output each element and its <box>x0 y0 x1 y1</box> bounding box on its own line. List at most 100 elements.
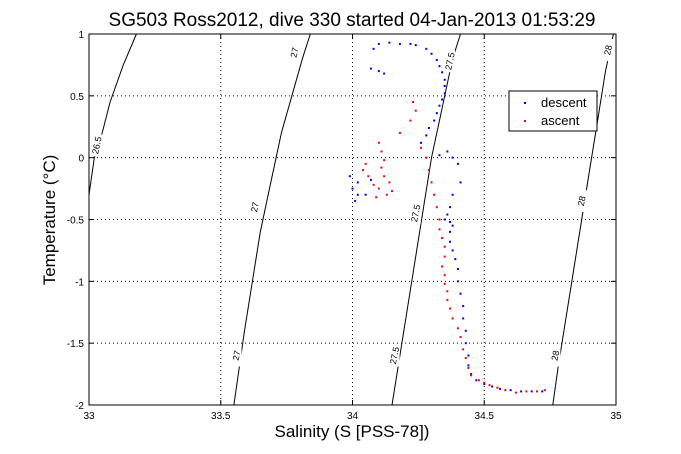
ascent-point <box>383 175 386 178</box>
descent-point <box>388 41 391 44</box>
descent-point <box>451 156 454 159</box>
ascent-point <box>535 390 538 393</box>
descent-point <box>427 126 430 129</box>
legend-marker-ascent <box>524 120 526 122</box>
y-tick-label: 0 <box>78 154 84 165</box>
ascent-point <box>364 162 367 165</box>
plot-axes <box>88 33 617 406</box>
ascent-point <box>525 390 528 393</box>
descent-point <box>520 390 523 393</box>
descent-point <box>441 71 444 74</box>
isopycnal-line <box>391 34 461 405</box>
descent-point <box>467 364 470 367</box>
ascent-point <box>443 282 446 285</box>
legend: descent ascent <box>508 90 598 132</box>
descent-point <box>448 206 451 209</box>
ascent-point <box>483 381 486 384</box>
chart-title: SG503 Ross2012, dive 330 started 04-Jan-… <box>109 10 596 31</box>
isopycnal-label: 27.5 <box>409 204 422 223</box>
descent-point <box>377 42 380 45</box>
descent-point <box>443 92 446 95</box>
isopycnal-line <box>233 34 311 405</box>
descent-point <box>451 224 454 227</box>
descent-point <box>435 112 438 115</box>
descent-point <box>443 78 446 81</box>
isopycnal-label: 26.5 <box>90 136 103 155</box>
descent-point <box>483 382 486 385</box>
ascent-point <box>488 384 491 387</box>
isopycnal-label-bg <box>444 50 455 73</box>
descent-point <box>459 292 462 295</box>
ascent-point <box>456 327 459 330</box>
descent-point <box>470 373 473 376</box>
descent-point <box>420 141 423 144</box>
isopycnal-label-bg <box>289 41 300 64</box>
ascent-point <box>467 366 470 369</box>
descent-point <box>443 84 446 87</box>
y-tick-label: 1 <box>78 30 84 41</box>
descent-point <box>464 342 467 345</box>
ascent-point <box>470 374 473 377</box>
ascent-point <box>414 109 417 112</box>
x-tick-label: 33.5 <box>211 411 231 422</box>
ascent-point <box>398 131 401 134</box>
descent-point <box>441 98 444 101</box>
ascent-point <box>388 181 391 184</box>
isopycnal-label-bg <box>603 39 614 62</box>
ascent-point <box>438 218 441 221</box>
isopycnal-label-bg <box>550 344 561 367</box>
ascent-point <box>380 166 383 169</box>
legend-box <box>508 90 598 132</box>
x-tick-label: 34 <box>347 411 359 422</box>
descent-point <box>372 47 375 50</box>
ascent-point <box>448 307 451 310</box>
descent-point <box>454 258 457 261</box>
descent-point <box>364 193 367 196</box>
x-tick-label: 34.5 <box>475 411 495 422</box>
ascent-point <box>443 255 446 258</box>
ascent-point <box>367 175 370 178</box>
descent-point <box>499 387 502 390</box>
ascent-point <box>438 228 441 231</box>
descent-point <box>356 181 359 184</box>
ascent-point <box>377 187 380 190</box>
descent-point <box>425 134 428 137</box>
ascent-point <box>433 193 436 196</box>
ascent-point <box>446 298 449 301</box>
descent-point <box>451 193 454 196</box>
ascent-point <box>420 146 423 149</box>
descent-point <box>414 44 417 47</box>
descent-point <box>438 65 441 68</box>
isopycnal-label: 28 <box>576 195 588 207</box>
ascent-point <box>451 317 454 320</box>
descent-point <box>438 104 441 107</box>
ascent-point <box>443 245 446 248</box>
y-tick-label: -1 <box>75 277 84 288</box>
y-tick-label: -2 <box>75 401 84 412</box>
isopycnal-label: 27.5 <box>388 346 401 365</box>
ascent-point <box>443 274 446 277</box>
isopycnal-line <box>89 34 137 198</box>
descent-point <box>509 389 512 392</box>
descent-point <box>451 249 454 252</box>
descent-point <box>348 175 351 178</box>
ascent-point <box>409 119 412 122</box>
descent-point <box>462 305 465 308</box>
descent-point <box>530 390 533 393</box>
ascent-point <box>504 389 507 392</box>
isopycnal-label: 27 <box>289 47 301 59</box>
isopycnal-label: 27.5 <box>443 52 456 71</box>
isopycnal-label: 27 <box>249 201 261 213</box>
isopycnal-label: 28 <box>549 350 561 362</box>
descent-point <box>425 47 428 50</box>
ascent-point <box>372 183 375 186</box>
x-tick-label: 33 <box>83 411 95 422</box>
descent-point <box>464 329 467 332</box>
x-tick-label: 35 <box>610 411 622 422</box>
x-axis-label: Salinity (S [PSS-78]) <box>275 422 430 441</box>
descent-point <box>456 267 459 270</box>
legend-label-descent: descent <box>541 95 587 110</box>
isopycnal-label-bg <box>231 344 242 367</box>
grid <box>89 34 616 405</box>
